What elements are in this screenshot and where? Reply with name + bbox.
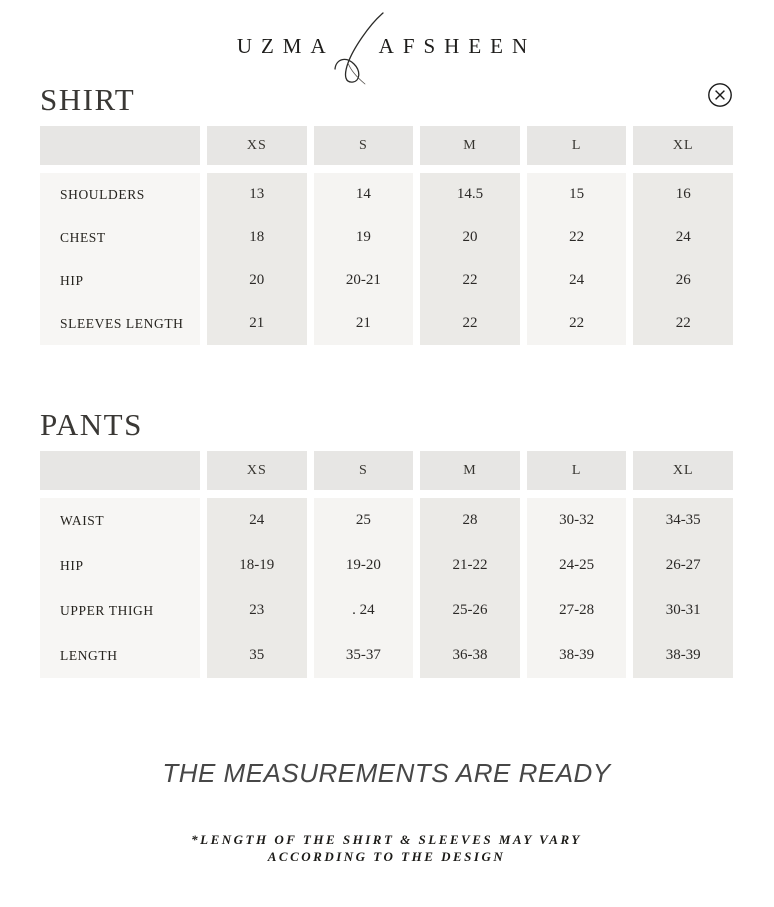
row-label: SLEEVES LENGTH (40, 302, 200, 345)
row-label: WAIST (40, 498, 200, 543)
brand-name-right: AFSHEEN (378, 33, 537, 58)
cell-value: 30-31 (633, 588, 733, 633)
cell-value: 18-19 (207, 543, 307, 588)
pants-section-header: PANTS (40, 407, 733, 445)
size-chart-page: UZMA AFSHEEN SHIRT XS S M L XL SHOULDERS… (40, 11, 733, 865)
shirt-section-header: SHIRT (40, 82, 733, 120)
cell-value: 35 (207, 633, 307, 678)
cell-value: 25-26 (420, 588, 520, 633)
cell-value: 16 (633, 173, 733, 216)
cell-value: 23 (207, 588, 307, 633)
cell-value: 38-39 (633, 633, 733, 678)
cell-value: 20 (420, 216, 520, 259)
size-col-header-m: M (420, 126, 520, 165)
cell-value: 15 (526, 173, 627, 216)
cell-value: 24 (526, 259, 627, 302)
size-col-header-xs: XS (207, 126, 307, 165)
cell-value: 24-25 (526, 543, 627, 588)
cell-value: 19-20 (313, 543, 414, 588)
cell-value: 21-22 (420, 543, 520, 588)
cell-value: 26 (633, 259, 733, 302)
cell-value: 20-21 (313, 259, 414, 302)
cell-value: 22 (526, 216, 627, 259)
pants-title: PANTS (40, 407, 143, 442)
shirt-header-blank (40, 126, 200, 165)
pants-table-body: WAIST 24 25 28 30-32 34-35 HIP 18-19 19-… (40, 498, 733, 678)
cell-value: 18 (207, 216, 307, 259)
shirt-table-body: SHOULDERS 13 14 14.5 15 16 CHEST 18 19 2… (40, 173, 733, 345)
cell-value: 34-35 (633, 498, 733, 543)
brand-name-left: UZMA (236, 33, 335, 58)
cell-value: 14 (313, 173, 414, 216)
cell-value: 14.5 (420, 173, 520, 216)
cell-value: 24 (633, 216, 733, 259)
footnote: *LENGTH OF THE SHIRT & SLEEVES MAY VARY … (40, 831, 733, 865)
status-text: THE MEASUREMENTS ARE READY (162, 758, 611, 788)
footnote-line-1: *LENGTH OF THE SHIRT & SLEEVES MAY VARY (191, 832, 582, 847)
pants-size-header-row: XS S M L XL (40, 451, 733, 490)
cell-value: 30-32 (526, 498, 627, 543)
cell-value: 13 (207, 173, 307, 216)
row-label: HIP (40, 543, 200, 588)
cell-value: 36-38 (420, 633, 520, 678)
cell-value: 20 (207, 259, 307, 302)
cell-value: 26-27 (633, 543, 733, 588)
cell-value: . 24 (313, 588, 414, 633)
brand-logo: UZMA AFSHEEN (40, 11, 733, 84)
size-col-header-l: L (526, 126, 627, 165)
cell-value: 21 (207, 302, 307, 345)
row-label: LENGTH (40, 633, 200, 678)
row-label: SHOULDERS (40, 173, 200, 216)
row-label: CHEST (40, 216, 200, 259)
cell-value: 22 (420, 259, 520, 302)
size-col-header-l: L (526, 451, 627, 490)
size-col-header-xl: XL (633, 126, 733, 165)
shirt-title: SHIRT (40, 82, 136, 117)
size-col-header-xl: XL (633, 451, 733, 490)
cell-value: 22 (633, 302, 733, 345)
footnote-line-2: ACCORDING TO THE DESIGN (267, 849, 506, 864)
cell-value: 24 (207, 498, 307, 543)
pants-header-blank (40, 451, 200, 490)
size-col-header-m: M (420, 451, 520, 490)
cell-value: 22 (526, 302, 627, 345)
cell-value: 27-28 (526, 588, 627, 633)
size-col-header-s: S (313, 451, 414, 490)
cell-value: 21 (313, 302, 414, 345)
close-button[interactable] (707, 82, 733, 108)
cell-value: 28 (420, 498, 520, 543)
close-icon (708, 83, 732, 107)
cell-value: 22 (420, 302, 520, 345)
size-col-header-s: S (313, 126, 414, 165)
cell-value: 19 (313, 216, 414, 259)
shirt-size-header-row: XS S M L XL (40, 126, 733, 165)
row-label: UPPER THIGH (40, 588, 200, 633)
cell-value: 38-39 (526, 633, 627, 678)
size-col-header-xs: XS (207, 451, 307, 490)
cell-value: 25 (313, 498, 414, 543)
logo-flourish-icon (331, 11, 389, 90)
row-label: HIP (40, 259, 200, 302)
cell-value: 35-37 (313, 633, 414, 678)
